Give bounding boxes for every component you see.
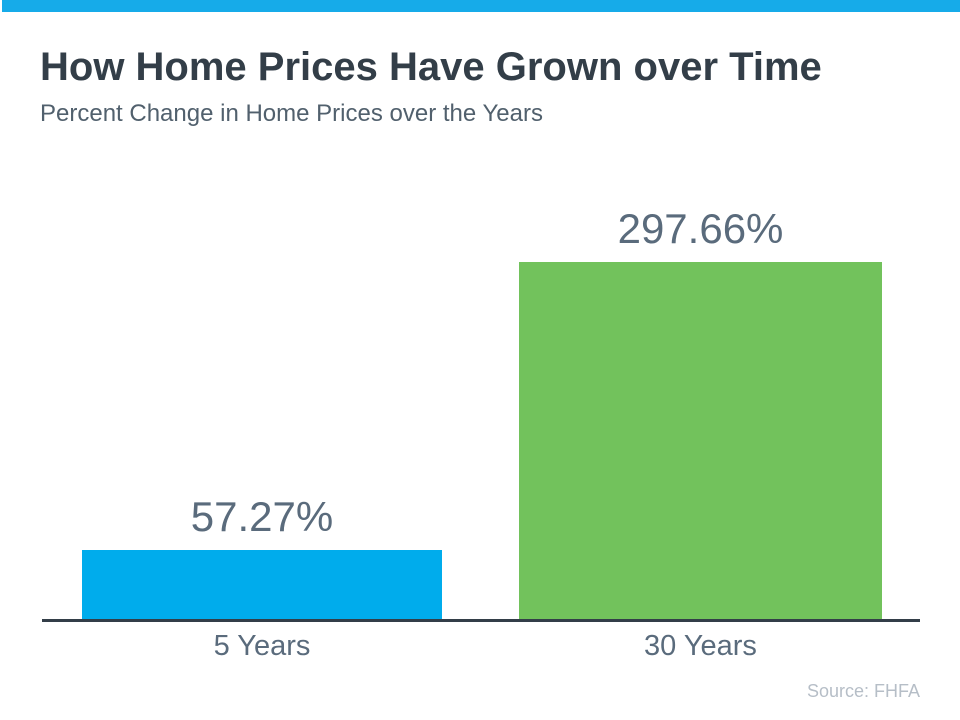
bar-30-years (519, 262, 882, 619)
chart-title: How Home Prices Have Grown over Time (40, 45, 822, 89)
bar-chart: 57.27% 297.66% 5 Years 30 Years (42, 190, 920, 661)
bar-group-30-years: 297.66% (519, 208, 882, 619)
source-attribution: Source: FHFA (806, 681, 920, 701)
x-axis-label-30-years: 30 Years (644, 630, 757, 662)
bar-5-years (82, 550, 442, 619)
value-label-30-years: 297.66% (617, 205, 784, 252)
x-axis-label-5-years: 5 Years (213, 630, 311, 662)
top-accent-bar (2, 0, 960, 12)
bar-group-5-years: 57.27% (82, 496, 442, 619)
chart-subtitle: Percent Change in Home Prices over the Y… (40, 100, 543, 127)
value-label-5-years: 57.27% (190, 493, 334, 540)
